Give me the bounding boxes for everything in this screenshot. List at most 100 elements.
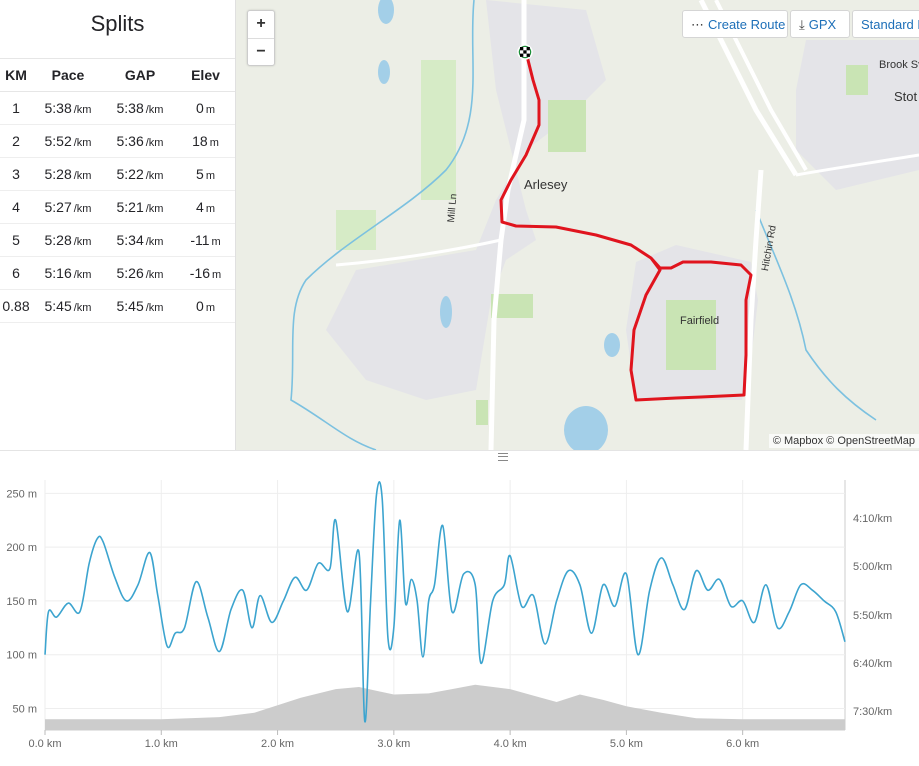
park-1 bbox=[548, 100, 586, 152]
split-km-value: 6 bbox=[12, 265, 20, 281]
road-east bbox=[795, 153, 919, 177]
split-elev-unit: m bbox=[205, 302, 215, 314]
x-tick-label: 2.0 km bbox=[261, 738, 294, 750]
split-pace-value: 5:16 bbox=[44, 265, 72, 281]
split-pace-cell: 5:52/km bbox=[32, 124, 104, 158]
split-elev-value: 18 bbox=[192, 133, 208, 149]
split-pace-cell: 5:27/km bbox=[32, 190, 104, 224]
splits-panel: Splits KM Pace GAP Elev 1 5:38/km 5:38/km 0… bbox=[0, 0, 236, 450]
split-elev-cell: -16 m bbox=[176, 256, 235, 290]
split-row[interactable]: 4 5:27/km 5:21/km 4 m bbox=[0, 190, 235, 224]
split-km-cell: 2 bbox=[0, 124, 32, 158]
map-style-label: Standard M bbox=[861, 17, 919, 32]
zoom-in-button[interactable]: + bbox=[256, 15, 266, 32]
split-gap-unit: /km bbox=[145, 302, 164, 314]
map-canvas[interactable] bbox=[236, 0, 919, 450]
split-gap-value: 5:45 bbox=[116, 298, 144, 314]
split-row[interactable]: 3 5:28/km 5:22/km 5 m bbox=[0, 157, 235, 191]
split-km-cell: 4 bbox=[0, 190, 32, 224]
resize-handle[interactable] bbox=[0, 450, 919, 461]
lake-4 bbox=[564, 406, 608, 450]
split-gap-cell: 5:36/km bbox=[104, 124, 176, 158]
split-gap-cell: 5:38/km bbox=[104, 91, 176, 125]
y-left-tick-label: 200 m bbox=[6, 542, 37, 554]
split-pace-unit: /km bbox=[73, 302, 92, 314]
y-right-tick-label: 4:10/km bbox=[853, 513, 892, 525]
split-row[interactable]: 2 5:52/km 5:36/km 18 m bbox=[0, 124, 235, 158]
map-label-fairfield: Fairfield bbox=[680, 315, 720, 327]
checkered-flag-icon bbox=[520, 47, 530, 57]
split-gap-unit: /km bbox=[145, 269, 164, 281]
x-tick-label: 0.0 km bbox=[28, 738, 61, 750]
split-row[interactable]: 1 5:38/km 5:38/km 0 m bbox=[0, 91, 235, 125]
split-elev-value: -16 bbox=[189, 265, 211, 281]
y-left-tick-label: 50 m bbox=[13, 703, 37, 715]
road-main bbox=[488, 0, 527, 450]
split-gap-cell: 5:34/km bbox=[104, 223, 176, 257]
split-row[interactable]: 5 5:28/km 5:34/km -11 m bbox=[0, 223, 235, 257]
splits-title: Splits bbox=[90, 11, 145, 36]
x-tick-label: 4.0 km bbox=[494, 738, 527, 750]
split-gap-value: 5:22 bbox=[116, 166, 144, 182]
y-right-tick-label: 5:50/km bbox=[853, 610, 892, 622]
split-pace-value: 5:52 bbox=[44, 133, 72, 149]
route-line bbox=[499, 51, 753, 402]
lake-3 bbox=[440, 296, 452, 328]
split-gap-value: 5:21 bbox=[116, 199, 144, 215]
split-elev-unit: m bbox=[212, 269, 222, 281]
route-dotted-icon: ⋯ bbox=[691, 17, 704, 32]
y-right-tick-label: 6:40/km bbox=[853, 658, 892, 670]
split-km-value: 1 bbox=[12, 100, 20, 116]
splits-body: 1 5:38/km 5:38/km 0 m 2 5:52/km 5:36/km 18 m 3 5:28… bbox=[0, 91, 235, 323]
map-attribution[interactable]: © Mapbox © OpenStreetMap bbox=[768, 434, 919, 448]
split-gap-value: 5:36 bbox=[116, 133, 144, 149]
park-3 bbox=[421, 60, 456, 200]
gpx-label: GPX bbox=[808, 17, 837, 32]
road-west bbox=[335, 238, 502, 267]
y-left-tick-label: 150 m bbox=[6, 596, 37, 608]
elevation-pace-chart[interactable]: 50 m 100 m 150 m 200 m 250 m 4:10/km 5:00/km 5:… bbox=[0, 460, 919, 766]
split-pace-unit: /km bbox=[73, 236, 92, 248]
split-pace-value: 5:28 bbox=[44, 232, 72, 248]
split-pace-cell: 5:16/km bbox=[32, 256, 104, 290]
split-pace-cell: 5:28/km bbox=[32, 223, 104, 257]
download-icon: ⤓ bbox=[799, 17, 805, 32]
split-elev-value: 5 bbox=[196, 166, 204, 182]
gpx-button[interactable]: ⤓ GPX bbox=[790, 10, 850, 38]
lake-5 bbox=[604, 333, 620, 357]
split-gap-unit: /km bbox=[145, 137, 164, 149]
split-gap-value: 5:34 bbox=[116, 232, 144, 248]
split-gap-unit: /km bbox=[145, 104, 164, 116]
split-km-cell: 6 bbox=[0, 256, 32, 290]
split-pace-unit: /km bbox=[73, 269, 92, 281]
map-label-stot: Stot bbox=[894, 89, 918, 104]
split-gap-cell: 5:45/km bbox=[104, 289, 176, 323]
river-1 bbox=[290, 0, 475, 450]
split-gap-cell: 5:21/km bbox=[104, 190, 176, 224]
split-elev-unit: m bbox=[205, 104, 215, 116]
splits-header-row: KM Pace GAP Elev bbox=[0, 58, 235, 92]
split-row[interactable]: 0.88 5:45/km 5:45/km 0 m bbox=[0, 289, 235, 323]
split-pace-unit: /km bbox=[73, 104, 92, 116]
zoom-out-button[interactable]: − bbox=[248, 38, 274, 66]
park-6 bbox=[846, 65, 868, 95]
split-km-cell: 5 bbox=[0, 223, 32, 257]
route-map[interactable]: + − ⋯ Create Route ⤓GPX Standard M Arlese… bbox=[236, 0, 919, 450]
y-right-tick-label: 7:30/km bbox=[853, 706, 892, 718]
road-hitchin bbox=[743, 169, 764, 450]
split-pace-value: 5:27 bbox=[44, 199, 72, 215]
split-km-cell: 1 bbox=[0, 91, 32, 125]
split-pace-cell: 5:38/km bbox=[32, 91, 104, 125]
split-elev-unit: m bbox=[205, 170, 215, 182]
map-style-button[interactable]: Standard M bbox=[852, 10, 919, 38]
create-route-button[interactable]: ⋯ Create Route bbox=[682, 10, 788, 38]
split-row[interactable]: 6 5:16/km 5:26/km -16 m bbox=[0, 256, 235, 290]
split-pace-value: 5:38 bbox=[44, 100, 72, 116]
x-tick-label: 3.0 km bbox=[377, 738, 410, 750]
split-pace-unit: /km bbox=[73, 170, 92, 182]
split-km-value: 0.88 bbox=[2, 298, 30, 314]
split-elev-unit: m bbox=[211, 236, 221, 248]
